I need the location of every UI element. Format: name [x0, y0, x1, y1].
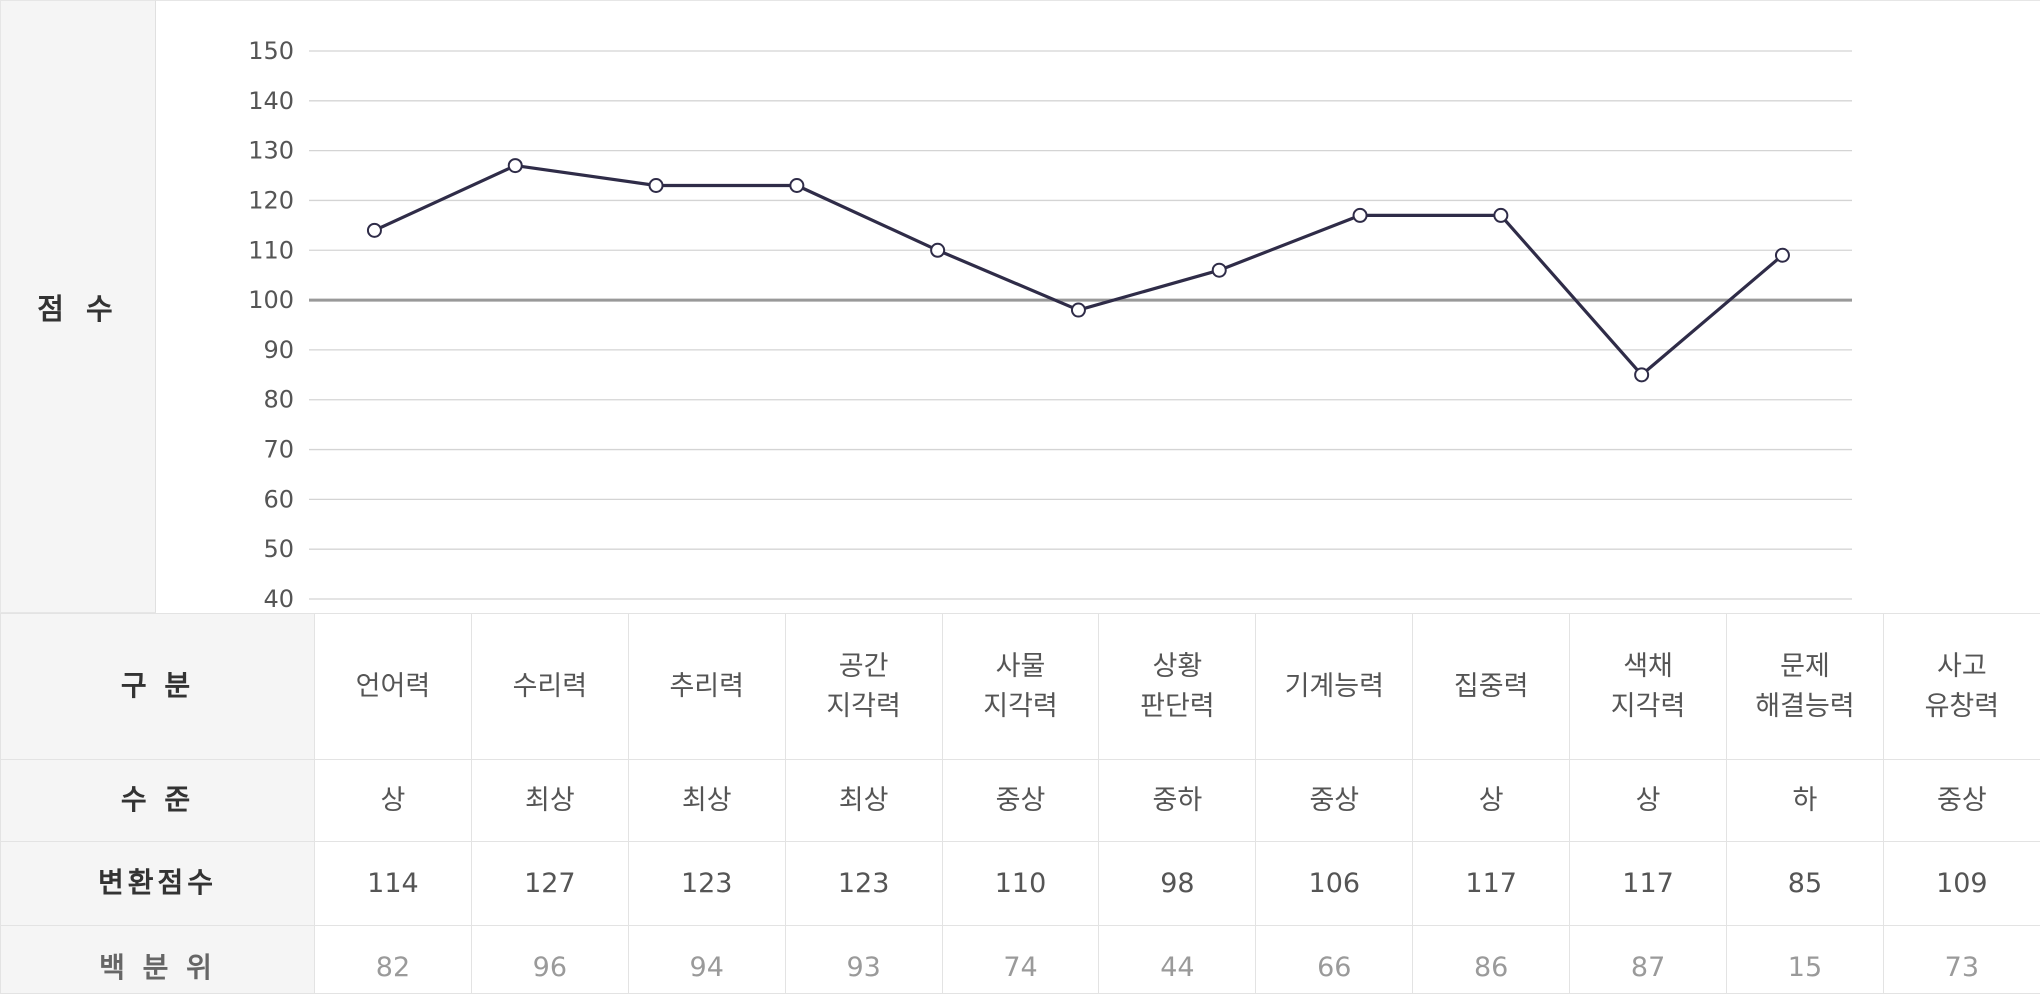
data-point — [1213, 264, 1226, 277]
converted-score-cell: 123 — [628, 842, 785, 926]
percentile-cell: 96 — [471, 926, 628, 994]
level-cell: 최상 — [471, 760, 628, 842]
level-cell: 중상 — [1256, 760, 1413, 842]
percentile-cell: 93 — [785, 926, 942, 994]
data-point — [1354, 209, 1367, 222]
level-row-header: 수 준 — [1, 760, 315, 842]
percentile-cell: 94 — [628, 926, 785, 994]
data-point — [931, 244, 944, 257]
y-tick-label: 140 — [248, 87, 294, 115]
percentile-cell: 15 — [1727, 926, 1884, 994]
category-label: 색채 지각력 — [1611, 647, 1686, 725]
percentile-row-header: 백 분 위 — [1, 926, 315, 994]
y-tick-label: 50 — [263, 535, 294, 563]
category-row: 구 분 언어력 수리력 추리력 공간 지각력 사물 지각력 상황 판단력 기계능… — [1, 614, 2040, 760]
data-point — [1494, 209, 1507, 222]
category-cell: 공간 지각력 — [785, 614, 942, 760]
data-point — [1635, 368, 1648, 381]
y-tick-label: 70 — [263, 436, 294, 464]
converted-score-cell: 98 — [1099, 842, 1256, 926]
y-tick-label: 110 — [248, 236, 294, 264]
data-point — [790, 179, 803, 192]
score-axis-header: 점 수 — [0, 0, 156, 613]
category-label: 공간 지각력 — [826, 647, 901, 725]
converted-score-cell: 117 — [1413, 842, 1570, 926]
category-label: 기계능력 — [1285, 667, 1384, 706]
level-cell: 중하 — [1099, 760, 1256, 842]
data-point — [1072, 304, 1085, 317]
level-cell: 하 — [1727, 760, 1884, 842]
y-tick-label: 80 — [263, 386, 294, 414]
y-tick-label: 130 — [248, 137, 294, 165]
percentile-cell: 82 — [315, 926, 472, 994]
y-tick-label: 60 — [263, 485, 294, 513]
converted-score-cell: 127 — [471, 842, 628, 926]
category-cell: 언어력 — [315, 614, 472, 760]
percentile-cell: 66 — [1256, 926, 1413, 994]
level-cell: 중상 — [1883, 760, 2040, 842]
category-cell: 추리력 — [628, 614, 785, 760]
converted-score-cell: 110 — [942, 842, 1099, 926]
category-label: 상황 판단력 — [1140, 647, 1215, 725]
y-tick-label: 150 — [248, 37, 294, 65]
category-label: 언어력 — [356, 667, 431, 706]
converted-score-cell: 123 — [785, 842, 942, 926]
category-label: 문제 해결능력 — [1755, 647, 1854, 725]
converted-score-cell: 85 — [1727, 842, 1884, 926]
percentile-cell: 44 — [1099, 926, 1256, 994]
percentile-cell: 87 — [1570, 926, 1727, 994]
category-cell: 상황 판단력 — [1099, 614, 1256, 760]
level-cell: 상 — [315, 760, 472, 842]
category-cell: 집중력 — [1413, 614, 1570, 760]
level-cell: 중상 — [942, 760, 1099, 842]
data-point — [1776, 249, 1789, 262]
category-label: 집중력 — [1454, 667, 1529, 706]
category-cell: 사물 지각력 — [942, 614, 1099, 760]
category-label: 추리력 — [669, 667, 744, 706]
category-label: 사물 지각력 — [983, 647, 1058, 725]
category-cell: 수리력 — [471, 614, 628, 760]
y-tick-label: 120 — [248, 186, 294, 214]
converted-score-cell: 106 — [1256, 842, 1413, 926]
level-cell: 최상 — [628, 760, 785, 842]
level-cell: 상 — [1570, 760, 1727, 842]
y-tick-label: 100 — [248, 286, 294, 314]
score-axis-label: 점 수 — [37, 286, 118, 328]
category-label: 수리력 — [513, 667, 588, 706]
data-point — [509, 159, 522, 172]
chart-area: 40 50 60 70 80 90 100 110 120 130 140 150 — [156, 0, 2040, 613]
score-table: 구 분 언어력 수리력 추리력 공간 지각력 사물 지각력 상황 판단력 기계능… — [0, 613, 2040, 994]
level-row: 수 준 상 최상 최상 최상 중상 중하 중상 상 상 하 중상 — [1, 760, 2040, 842]
percentile-cell: 73 — [1883, 926, 2040, 994]
level-cell: 최상 — [785, 760, 942, 842]
y-tick-label: 40 — [263, 585, 294, 613]
category-cell: 사고 유창력 — [1883, 614, 2040, 760]
category-cell: 문제 해결능력 — [1727, 614, 1884, 760]
converted-score-cell: 114 — [315, 842, 472, 926]
data-point — [650, 179, 663, 192]
score-line — [374, 166, 1782, 375]
category-row-header: 구 분 — [1, 614, 315, 760]
category-cell: 기계능력 — [1256, 614, 1413, 760]
score-line-chart: 40 50 60 70 80 90 100 110 120 130 140 150 — [156, 1, 2040, 614]
y-tick-label: 90 — [263, 336, 294, 364]
category-label: 사고 유창력 — [1925, 647, 2000, 725]
percentile-cell: 86 — [1413, 926, 1570, 994]
level-cell: 상 — [1413, 760, 1570, 842]
percentile-row: 백 분 위 82 96 94 93 74 44 66 86 87 15 73 — [1, 926, 2040, 994]
percentile-cell: 74 — [942, 926, 1099, 994]
converted-score-cell: 117 — [1570, 842, 1727, 926]
converted-score-row: 변환점수 114 127 123 123 110 98 106 117 117 … — [1, 842, 2040, 926]
converted-score-row-header: 변환점수 — [1, 842, 315, 926]
converted-score-cell: 109 — [1883, 842, 2040, 926]
category-cell: 색채 지각력 — [1570, 614, 1727, 760]
data-point — [368, 224, 381, 237]
